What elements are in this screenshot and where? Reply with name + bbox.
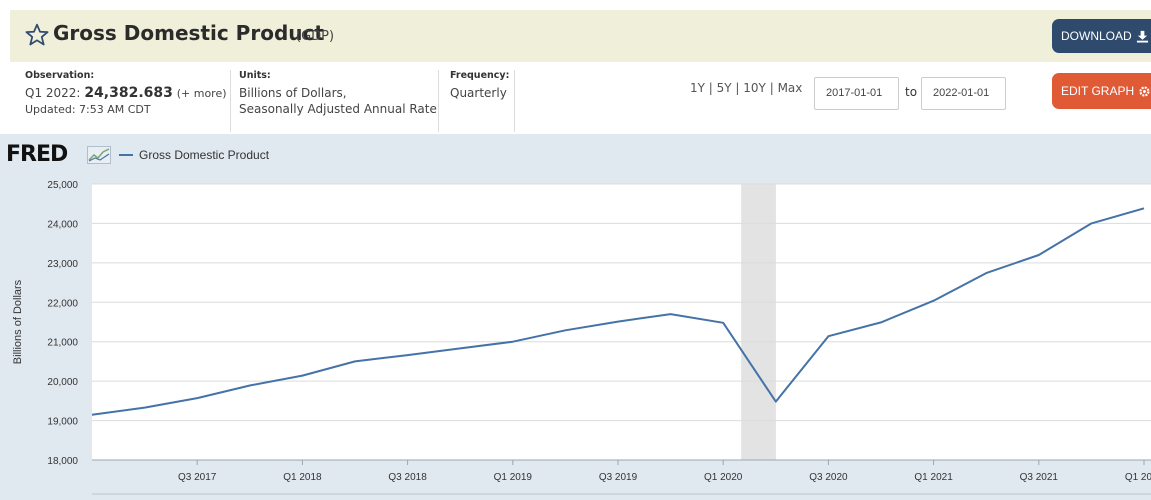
data-point (1038, 254, 1040, 256)
data-point (1143, 207, 1145, 209)
data-point (512, 341, 514, 343)
download-button[interactable]: DOWNLOAD (1052, 19, 1151, 53)
x-tick-label: Q3 2019 (599, 472, 638, 483)
legend-label: Gross Domestic Product (139, 148, 270, 162)
x-tick-label: Q1 2021 (914, 472, 953, 483)
data-point (301, 375, 303, 377)
data-point (196, 397, 198, 399)
range-5y[interactable]: 5Y (716, 81, 732, 95)
fred-logo-text: FRED (6, 142, 68, 167)
units-block: Units: Billions of Dollars, Seasonally A… (239, 70, 437, 117)
updated-time: Updated: 7:53 AM CDT (25, 103, 151, 116)
data-point (249, 384, 251, 386)
data-point (459, 347, 461, 349)
data-point (933, 300, 935, 302)
fred-logo: FRED (6, 142, 68, 167)
x-tick-label: Q3 2018 (388, 472, 427, 483)
series-code: (GDP) (296, 29, 335, 44)
y-axis-label: Billions of Dollars (12, 279, 24, 364)
x-tick-label: Q1 2019 (494, 472, 533, 483)
data-point (775, 401, 777, 403)
data-point (1090, 222, 1092, 224)
y-tick-label: 19,000 (47, 417, 78, 428)
recession-band (741, 184, 776, 460)
download-label: DOWNLOAD (1061, 29, 1132, 43)
data-point (670, 313, 672, 315)
frequency-label: Frequency: (450, 70, 510, 81)
range-selector: 1Y | 5Y | 10Y | Max (690, 81, 803, 95)
x-tick-label: Q1 2018 (283, 472, 322, 483)
units-line2: Seasonally Adjusted Annual Rate (239, 102, 437, 116)
data-point (617, 321, 619, 323)
legend-swatch (119, 154, 133, 156)
data-point (564, 329, 566, 331)
data-point (144, 407, 146, 409)
data-point (827, 335, 829, 337)
date-to-label: to (905, 85, 918, 99)
edit-graph-label: EDIT GRAPH (1061, 84, 1135, 98)
download-icon (1136, 30, 1148, 43)
y-tick-label: 18,000 (47, 456, 78, 467)
range-max[interactable]: Max (777, 81, 803, 95)
gear-icon (1139, 85, 1150, 97)
chart-legend: Gross Domestic Product (119, 148, 269, 162)
series-title-bar: Gross Domestic Product (GDP) (10, 10, 1151, 62)
page-title: Gross Domestic Product (53, 21, 324, 45)
observation-block: Observation: Q1 2022: 24,382.683 (+ more… (25, 70, 227, 118)
divider (514, 70, 515, 132)
y-tick-label: 24,000 (47, 219, 78, 230)
observation-period: Q1 2022: (25, 86, 81, 100)
series-line-gdp (91, 207, 1145, 416)
x-tick-label: Q3 2020 (809, 472, 848, 483)
fred-graph-icon (87, 146, 111, 164)
range-10y[interactable]: 10Y (743, 81, 766, 95)
x-tick-label: Q1 2020 (704, 472, 743, 483)
data-point (354, 360, 356, 362)
y-tick-label: 23,000 (47, 259, 78, 270)
frequency-block: Frequency: Quarterly (450, 70, 509, 101)
y-tick-label: 21,000 (47, 338, 78, 349)
divider (438, 70, 439, 132)
units-label: Units: (239, 70, 271, 81)
data-point (880, 321, 882, 323)
observation-label: Observation: (25, 70, 95, 81)
divider (230, 70, 231, 132)
y-tick-label: 20,000 (47, 377, 78, 388)
star-outline-icon[interactable] (24, 22, 50, 48)
data-point (722, 322, 724, 324)
observation-value: 24,382.683 (84, 85, 173, 101)
frequency-value: Quarterly (450, 86, 507, 100)
data-point (985, 272, 987, 274)
edit-graph-button[interactable]: EDIT GRAPH (1052, 73, 1151, 109)
end-date-input[interactable]: 2022-01-01 (921, 77, 1006, 110)
start-date-input[interactable]: 2017-01-01 (814, 77, 899, 110)
observation-more-link[interactable]: (+ more) (176, 87, 227, 100)
range-1y[interactable]: 1Y (690, 81, 705, 95)
data-point (91, 414, 93, 416)
x-tick-label: Q1 2022 (1125, 472, 1151, 483)
y-tick-label: 22,000 (47, 298, 78, 309)
x-tick-label: Q3 2017 (178, 472, 217, 483)
units-line1: Billions of Dollars, (239, 86, 347, 100)
x-tick-label: Q3 2021 (1020, 472, 1059, 483)
y-tick-label: 25,000 (47, 180, 78, 191)
data-point (407, 354, 409, 356)
observation-line: Q1 2022: 24,382.683 (+ more) (25, 85, 227, 102)
